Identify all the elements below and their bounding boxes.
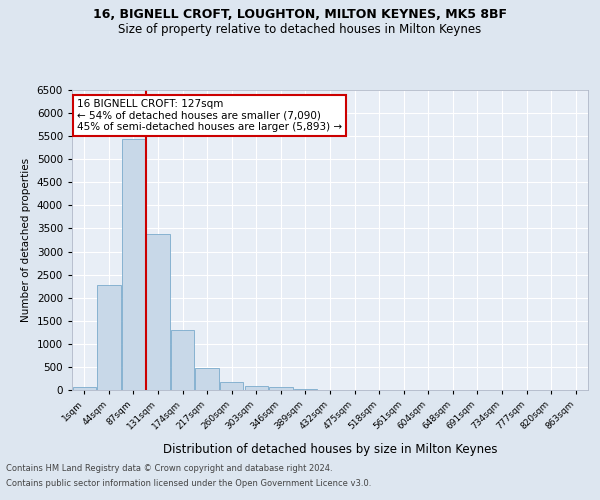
Bar [171, 330, 194, 390]
Text: Contains HM Land Registry data © Crown copyright and database right 2024.: Contains HM Land Registry data © Crown c… [6, 464, 332, 473]
Text: 16, BIGNELL CROFT, LOUGHTON, MILTON KEYNES, MK5 8BF: 16, BIGNELL CROFT, LOUGHTON, MILTON KEYN… [93, 8, 507, 20]
Text: Contains public sector information licensed under the Open Government Licence v3: Contains public sector information licen… [6, 479, 371, 488]
Text: Distribution of detached houses by size in Milton Keynes: Distribution of detached houses by size … [163, 442, 497, 456]
Bar [269, 388, 293, 390]
Y-axis label: Number of detached properties: Number of detached properties [21, 158, 31, 322]
Bar [294, 388, 317, 390]
Bar [146, 234, 170, 390]
Bar [220, 382, 244, 390]
Bar [97, 285, 121, 390]
Text: Size of property relative to detached houses in Milton Keynes: Size of property relative to detached ho… [118, 22, 482, 36]
Text: 16 BIGNELL CROFT: 127sqm
← 54% of detached houses are smaller (7,090)
45% of sem: 16 BIGNELL CROFT: 127sqm ← 54% of detach… [77, 99, 342, 132]
Bar [245, 386, 268, 390]
Bar [122, 139, 145, 390]
Bar [73, 387, 96, 390]
Bar [196, 368, 219, 390]
